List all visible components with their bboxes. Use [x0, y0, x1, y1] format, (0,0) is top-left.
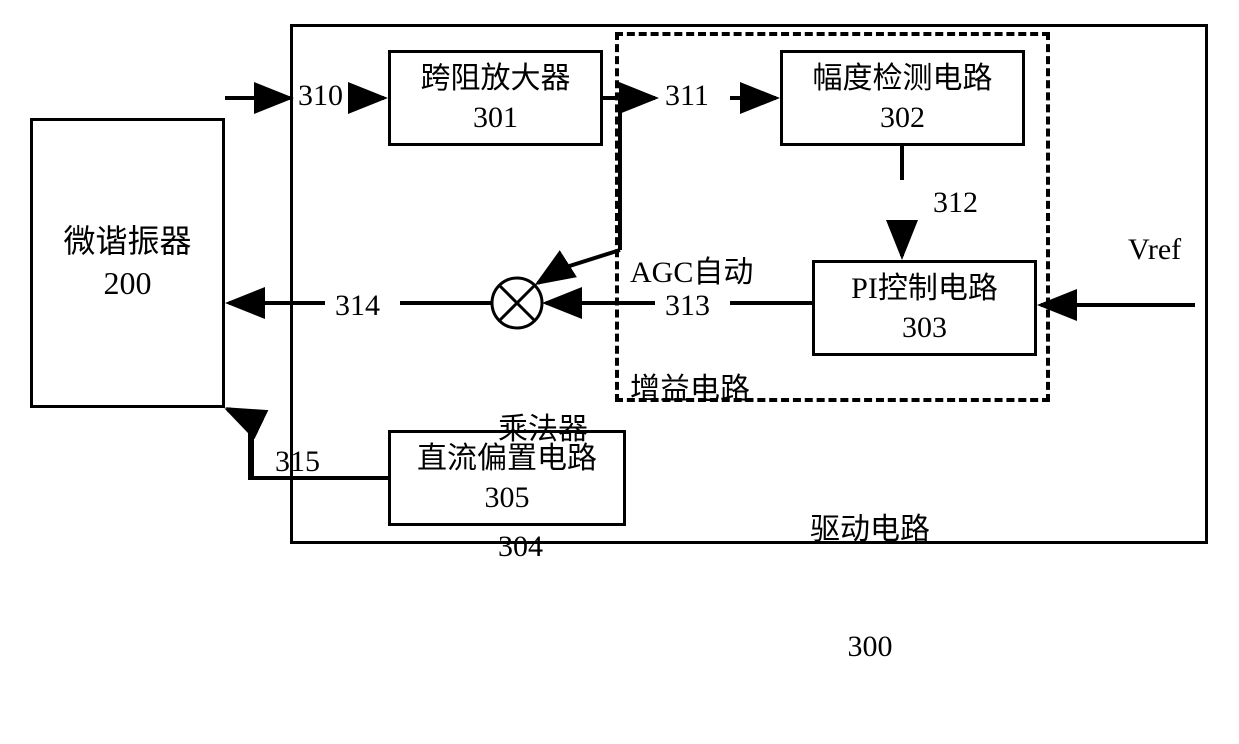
resonator-block: 微谐振器 200: [30, 118, 225, 408]
signal-311-label: 311: [665, 76, 709, 115]
signal-313-label: 313: [665, 286, 710, 325]
drive-circuit-label-num: 300: [810, 627, 930, 666]
pi-control-num: 303: [902, 308, 947, 347]
drive-circuit-label-text: 驱动电路: [810, 510, 930, 549]
pi-control-title: PI控制电路: [851, 269, 998, 308]
pi-control-block: PI控制电路 303: [812, 260, 1037, 356]
amp-detect-num: 302: [880, 98, 925, 137]
multiplier-label-num: 304: [498, 527, 588, 566]
agc-label: AGC自动 增益电路: [630, 175, 753, 487]
amp-detect-title: 幅度检测电路: [813, 59, 993, 98]
tia-title: 跨阻放大器: [421, 59, 571, 98]
amp-detect-block: 幅度检测电路 302: [780, 50, 1025, 146]
drive-circuit-label: 驱动电路 300: [810, 432, 930, 744]
tia-block: 跨阻放大器 301: [388, 50, 603, 146]
vref-label: Vref: [1128, 230, 1181, 269]
multiplier-label: 乘法器 304: [498, 332, 588, 644]
signal-310-label: 310: [298, 76, 343, 115]
agc-label-line2: 增益电路: [630, 370, 753, 409]
multiplier-label-text: 乘法器: [498, 410, 588, 449]
resonator-num: 200: [104, 263, 152, 305]
resonator-title: 微谐振器: [63, 221, 191, 263]
tia-num: 301: [473, 98, 518, 137]
signal-312-label: 312: [933, 183, 978, 222]
signal-314-label: 314: [335, 286, 380, 325]
signal-315-label: 315: [275, 442, 320, 481]
